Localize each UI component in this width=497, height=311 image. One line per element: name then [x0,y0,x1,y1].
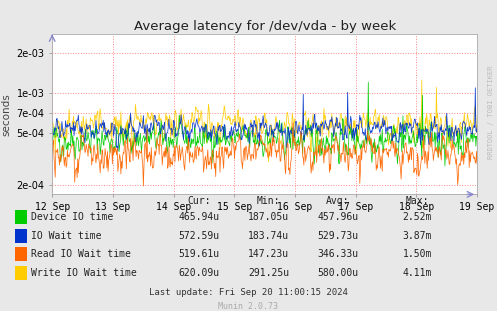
Text: Device IO time: Device IO time [31,212,113,222]
Text: Write IO Wait time: Write IO Wait time [31,268,137,278]
Text: Last update: Fri Sep 20 11:00:15 2024: Last update: Fri Sep 20 11:00:15 2024 [149,288,348,297]
Text: 187.05u: 187.05u [248,212,289,222]
Text: Munin 2.0.73: Munin 2.0.73 [219,302,278,311]
Text: 291.25u: 291.25u [248,268,289,278]
Text: 346.33u: 346.33u [318,249,358,259]
Text: Min:: Min: [256,196,280,206]
Text: 457.96u: 457.96u [318,212,358,222]
Text: 1.50m: 1.50m [403,249,432,259]
Y-axis label: seconds: seconds [1,93,11,136]
Text: 572.59u: 572.59u [178,231,219,241]
Text: Avg:: Avg: [326,196,350,206]
Text: Max:: Max: [406,196,429,206]
Text: 147.23u: 147.23u [248,249,289,259]
Title: Average latency for /dev/vda - by week: Average latency for /dev/vda - by week [134,20,396,33]
Text: 2.52m: 2.52m [403,212,432,222]
Text: 529.73u: 529.73u [318,231,358,241]
Text: 3.87m: 3.87m [403,231,432,241]
Text: 580.00u: 580.00u [318,268,358,278]
Text: 4.11m: 4.11m [403,268,432,278]
Text: Read IO Wait time: Read IO Wait time [31,249,131,259]
Text: IO Wait time: IO Wait time [31,231,102,241]
Text: 183.74u: 183.74u [248,231,289,241]
Text: Cur:: Cur: [187,196,211,206]
Text: 519.61u: 519.61u [178,249,219,259]
Text: RRDTOOL / TOBI OETIKER: RRDTOOL / TOBI OETIKER [488,65,494,159]
Text: 620.09u: 620.09u [178,268,219,278]
Text: 465.94u: 465.94u [178,212,219,222]
